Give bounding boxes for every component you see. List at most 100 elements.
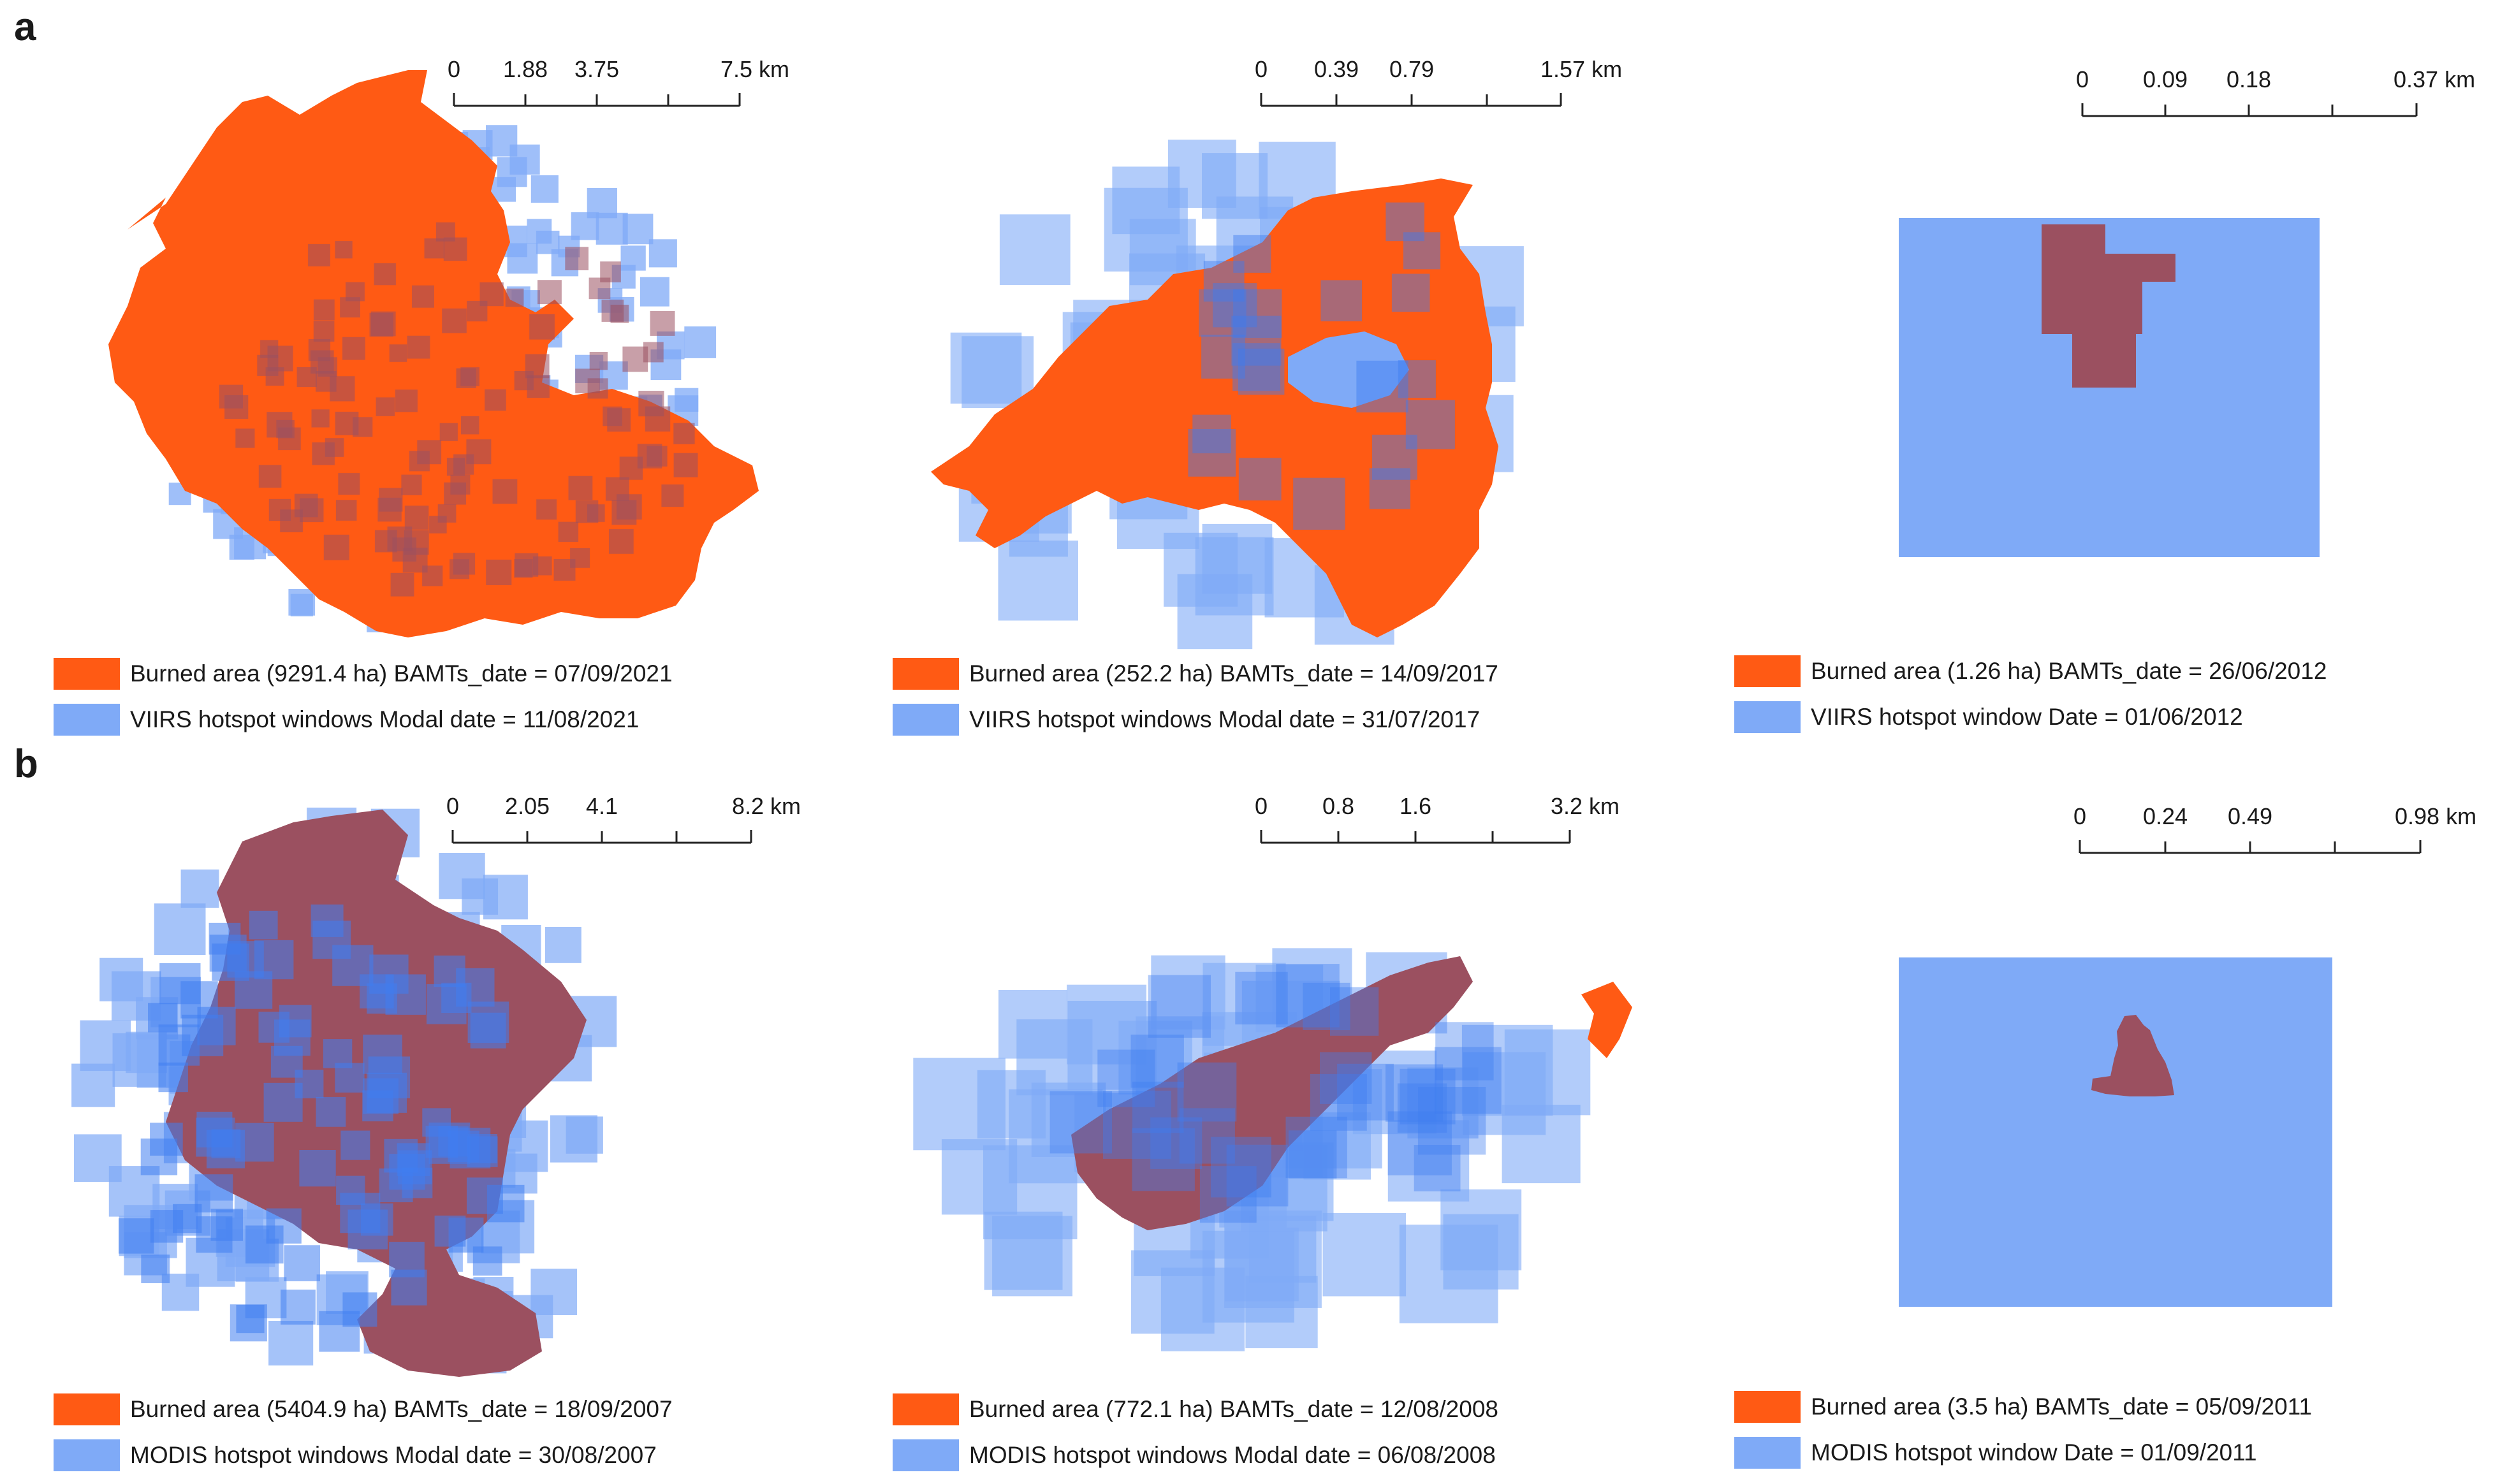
hotspot-window-square: [648, 239, 677, 268]
hotspot-window-square: [1330, 987, 1379, 1036]
hotspot-window-square: [675, 388, 699, 412]
hotspot-window-square: [1289, 1130, 1337, 1179]
legend-hotspot-label: MODIS hotspot windows Modal date = 30/08…: [130, 1442, 657, 1468]
hotspot-window-square: [434, 1215, 466, 1247]
legend-hotspot-label: MODIS hotspot windows Modal date = 06/08…: [969, 1442, 1496, 1468]
scale-tick-1: 0.24: [2142, 803, 2188, 829]
hotspot-window-square: [401, 474, 422, 495]
hotspot-window-square: [1188, 429, 1236, 477]
scale-tick-2: 0.18: [2226, 66, 2272, 92]
hotspot-window-square: [316, 371, 337, 392]
hotspot-window-square: [1385, 1064, 1444, 1122]
hotspot-window-square: [1199, 289, 1246, 337]
hotspot-window-square: [467, 1177, 503, 1214]
hotspot-window-square: [515, 553, 539, 577]
hotspot-window-square: [290, 593, 313, 616]
scale-tick-0: 0: [2075, 66, 2089, 92]
hotspot-swatch: [1734, 701, 1801, 733]
hotspot-window-square: [1211, 1137, 1271, 1198]
hotspot-window-square: [483, 875, 528, 920]
hotspot-window-square: [342, 337, 365, 360]
hotspot-window-square: [550, 1115, 597, 1163]
hotspot-window-square: [998, 990, 1067, 1059]
scale-tick-3: 1.57 km: [1540, 56, 1623, 82]
hotspot-window-square: [1435, 1047, 1502, 1114]
hotspot-window-square: [1372, 434, 1417, 480]
row-label-b: b: [14, 742, 38, 786]
burned-area-b3: [2091, 1015, 2174, 1096]
scale-tick-1: 2.05: [504, 793, 550, 819]
scale-tick-2: 3.75: [574, 56, 620, 82]
hotspot-window-square: [336, 1175, 365, 1205]
hotspot-window-square: [456, 368, 476, 388]
burned-swatch: [1734, 655, 1801, 687]
hotspot-window-square: [530, 175, 559, 203]
scale-tick-1: 0.39: [1313, 56, 1359, 82]
hotspot-window-square: [367, 1072, 407, 1113]
hotspot-window-square: [404, 506, 429, 530]
map-b2: [913, 948, 1632, 1351]
burned-area-a2: [931, 178, 1498, 637]
hotspot-window-square: [558, 521, 579, 542]
hotspot-window-square: [296, 367, 317, 388]
hotspot-window-square: [1391, 273, 1430, 312]
hotspot-window-square: [263, 1082, 303, 1122]
hotspot-window-square: [1320, 1052, 1372, 1104]
panel-b1: 0 2.05 4.1 8.2 km Burned area (5404.9 ha…: [0, 739, 829, 1484]
scale-tick-0: 0: [1254, 56, 1268, 82]
burned-swatch: [54, 658, 120, 690]
legend-burned-label: Burned area (1.26 ha) BAMTs_date = 26/06…: [1811, 658, 2327, 684]
hotspot-window-square: [1320, 280, 1362, 322]
hotspot-window-square: [417, 440, 442, 465]
hotspot-window-square: [527, 375, 550, 398]
hotspot-window-square: [1356, 360, 1408, 412]
hotspot-window-square: [1232, 343, 1281, 391]
hotspot-window-square: [1233, 289, 1282, 338]
hotspot-window-square: [323, 534, 349, 560]
legend-burned-label: Burned area (9291.4 ha) BAMTs_date = 07/…: [130, 660, 673, 687]
hotspot-window-square: [389, 1242, 425, 1277]
legend-b2: Burned area (772.1 ha) BAMTs_date = 12/0…: [893, 1392, 1658, 1481]
map-b3: [1899, 957, 2332, 1307]
hotspot-window-square: [422, 1108, 451, 1137]
hotspot-window-square: [1132, 1128, 1195, 1191]
hotspot-window-square: [389, 1154, 425, 1190]
hotspot-window-square: [316, 1096, 346, 1127]
hotspot-window-square: [284, 1245, 320, 1281]
hotspot-window-square: [999, 214, 1071, 286]
hotspot-window-square: [571, 212, 599, 240]
hotspot-window-square: [1387, 1120, 1470, 1202]
hotspot-window-square: [150, 1123, 183, 1156]
hotspot-window-square: [650, 311, 675, 336]
hotspot-window-square: [1385, 202, 1424, 242]
hotspot-window-square: [1293, 477, 1345, 530]
scale-bar-b1: 0 2.05 4.1 8.2 km: [446, 793, 821, 850]
scale-tick-2: 0.49: [2227, 803, 2273, 829]
burned-area-a1: [108, 70, 759, 637]
map-a2: [931, 140, 1524, 650]
hotspot-window-square: [141, 1255, 170, 1283]
hotspot-swatch: [54, 704, 120, 736]
hotspot-window-square: [1097, 1049, 1155, 1107]
scale-tick-3: 3.2 km: [1551, 793, 1620, 819]
hotspot-window-square: [311, 409, 330, 428]
hotspot-window-square: [340, 297, 360, 317]
hotspot-window-square: [1235, 971, 1288, 1025]
hotspot-window-square: [497, 157, 527, 187]
hotspot-window-square: [377, 497, 402, 522]
hotspot-window-square: [537, 280, 562, 305]
hotspot-window-square: [1231, 316, 1282, 366]
hotspot-window-square: [300, 498, 324, 523]
scale-tick-1: 0.8: [1322, 793, 1355, 819]
scale-tick-0: 0: [446, 793, 460, 819]
hotspot-window-square: [194, 1174, 233, 1212]
scale-tick-3: 0.37 km: [2394, 66, 2476, 92]
scale-tick-2: 0.79: [1389, 56, 1435, 82]
hotspot-window-square: [154, 903, 206, 955]
hotspot-window-square: [395, 389, 418, 412]
hotspot-window-square: [467, 300, 488, 322]
hotspot-window-square: [1226, 1144, 1289, 1207]
hotspot-window-square: [219, 384, 243, 409]
hotspot-window-square: [453, 553, 475, 575]
hotspot-overlap-a2: [1188, 202, 1455, 530]
